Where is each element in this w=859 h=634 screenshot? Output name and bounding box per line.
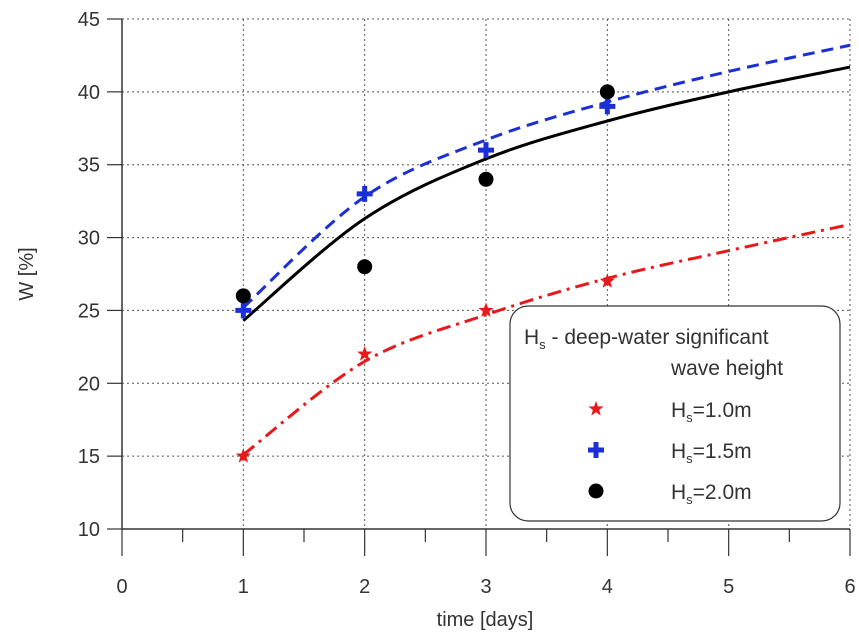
y-tick-label: 45 [78, 9, 100, 31]
data-point-series-1 [478, 302, 494, 317]
data-point-series-1 [357, 346, 373, 361]
fit-curve-series-1 [242, 222, 851, 456]
x-tick-label: 0 [116, 576, 127, 598]
y-tick-label: 35 [78, 155, 100, 177]
fit-curves [242, 43, 851, 456]
data-point-series-3 [478, 171, 494, 187]
x-tick-label: 3 [480, 576, 491, 598]
legend: Hs - deep-water significant wave height … [509, 305, 841, 522]
fit-curve-series-3 [242, 65, 851, 322]
legend-box [509, 305, 841, 522]
legend-label-series-2: Hs=1.5m [671, 440, 752, 466]
legend-marker-series-3 [588, 483, 604, 499]
legend-entries: Hs=1.0m Hs=1.5m Hs=2.0m [588, 399, 752, 507]
data-point-series-2 [235, 302, 252, 319]
data-point-series-2 [356, 185, 373, 202]
data-points [235, 84, 616, 463]
x-tick-label: 1 [238, 576, 249, 598]
legend-marker-series-1 [588, 401, 604, 416]
data-point-series-3 [235, 288, 251, 304]
x-tick-label: 5 [723, 576, 734, 598]
x-axis-label: time [days] [437, 609, 534, 631]
x-tick-label: 2 [359, 576, 370, 598]
y-tick-label: 10 [78, 519, 100, 541]
legend-label-series-1: Hs=1.0m [671, 399, 752, 425]
data-point-series-3 [599, 84, 615, 100]
x-tick-label: 6 [844, 576, 855, 598]
y-tick-label: 30 [78, 228, 100, 250]
data-point-series-1 [235, 448, 251, 463]
legend-title-line2: wave height [670, 357, 783, 380]
y-tick-label: 25 [78, 300, 100, 322]
y-axis-label: W [%] [16, 247, 38, 300]
legend-title: Hs - deep-water significant [524, 326, 769, 352]
legend-label-series-3: Hs=2.0m [671, 481, 752, 507]
y-tick-label: 20 [78, 373, 100, 395]
data-point-series-1 [599, 273, 615, 288]
y-tick-label: 40 [78, 82, 100, 104]
x-tick-label: 4 [602, 576, 613, 598]
legend-marker-series-2 [588, 442, 604, 458]
data-point-series-2 [478, 142, 494, 159]
data-point-series-2 [599, 98, 616, 115]
y-tick-label: 15 [78, 446, 100, 468]
axes [107, 18, 851, 556]
fit-curve-series-2 [242, 43, 851, 309]
data-point-series-3 [357, 259, 373, 275]
